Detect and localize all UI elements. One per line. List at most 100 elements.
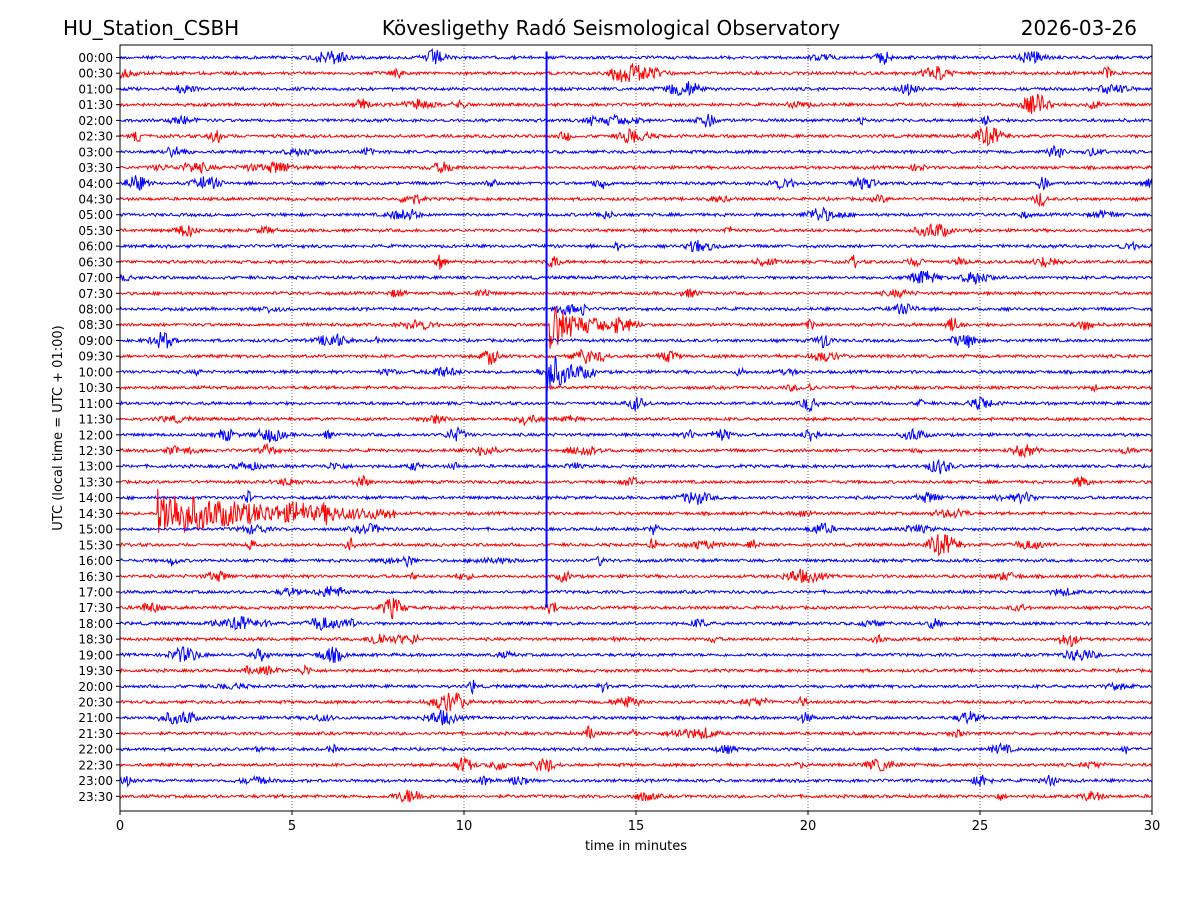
trace-1100 <box>119 396 1153 413</box>
station-name: HU_Station_CSBH <box>63 16 240 40</box>
y-tick-label: 22:30 <box>78 758 113 772</box>
y-tick-label: 21:00 <box>78 711 113 725</box>
trace-2100 <box>119 709 1153 726</box>
y-tick-label: 15:00 <box>78 523 113 537</box>
traces <box>119 47 1153 804</box>
y-tick-label: 12:00 <box>78 428 113 442</box>
trace-1000 <box>119 355 1153 398</box>
trace-0200 <box>119 113 1153 128</box>
trace-2000 <box>119 679 1152 696</box>
trace-1830 <box>119 633 1153 648</box>
y-tick-label: 02:00 <box>78 114 113 128</box>
y-tick-label: 07:30 <box>78 287 113 301</box>
trace-0500 <box>119 206 1153 222</box>
y-tick-label: 05:30 <box>78 224 113 238</box>
x-tick-labels: 0 5 10 15 20 25 30 <box>116 811 1160 834</box>
y-tick-label: 05:00 <box>78 208 113 222</box>
trace-0230 <box>119 126 1153 147</box>
y-tick-label: 06:00 <box>78 240 113 254</box>
x-tick-label: 30 <box>1144 819 1161 834</box>
trace-1600 <box>119 555 1153 569</box>
y-tick-label: 21:30 <box>78 727 113 741</box>
y-tick-label: 20:30 <box>78 696 113 710</box>
trace-0830 <box>119 307 1153 349</box>
x-tick-label: 5 <box>288 819 296 834</box>
trace-2230 <box>119 757 1153 773</box>
y-tick-label: 08:00 <box>78 303 113 317</box>
trace-1900 <box>119 646 1153 663</box>
y-tick-label: 19:00 <box>78 648 113 662</box>
trace-1130 <box>119 414 1153 427</box>
y-tick-label: 15:30 <box>78 538 113 552</box>
chart-date: 2026-03-26 <box>1020 16 1137 40</box>
y-tick-label: 09:00 <box>78 334 113 348</box>
y-tick-label: 11:00 <box>78 397 113 411</box>
y-tick-label: 00:00 <box>78 51 113 65</box>
y-tick-label: 14:00 <box>78 491 113 505</box>
trace-0430 <box>119 193 1153 208</box>
trace-2330 <box>119 789 1153 804</box>
trace-0300 <box>119 144 1153 159</box>
y-tick-label: 14:30 <box>78 507 113 521</box>
y-tick-label: 06:30 <box>78 255 113 269</box>
x-axis-label: time in minutes <box>585 839 687 854</box>
trace-2200 <box>119 741 1153 755</box>
trace-1700 <box>119 585 1153 598</box>
trace-0800 <box>119 303 1153 316</box>
trace-0400 <box>119 175 1153 191</box>
trace-1500 <box>119 522 1153 536</box>
trace-0030 <box>119 63 1153 83</box>
trace-1630 <box>119 568 1153 584</box>
y-tick-label: 18:30 <box>78 633 113 647</box>
y-tick-label: 10:00 <box>78 365 113 379</box>
trace-1930 <box>119 663 1153 676</box>
trace-1800 <box>119 616 1153 632</box>
trace-1300 <box>119 458 1153 475</box>
y-tick-label: 03:00 <box>78 145 113 159</box>
grid-lines <box>291 45 981 811</box>
y-tick-label: 13:00 <box>78 460 113 474</box>
trace-0630 <box>119 254 1153 270</box>
x-tick-label: 10 <box>456 819 473 834</box>
y-tick-label: 22:00 <box>78 743 113 757</box>
trace-0930 <box>119 348 1153 365</box>
trace-0700 <box>119 270 1153 285</box>
trace-1200 <box>119 426 1153 444</box>
y-tick-label: 17:00 <box>78 585 113 599</box>
y-axis-label: UTC (local time = UTC + 01:00) <box>51 325 66 530</box>
y-tick-label: 10:30 <box>78 381 113 395</box>
trace-0900 <box>119 331 1153 349</box>
trace-1430 <box>119 488 1153 533</box>
y-tick-label: 13:30 <box>78 475 113 489</box>
y-tick-label: 01:00 <box>78 82 113 96</box>
trace-0330 <box>119 160 1153 174</box>
y-tick-label: 11:30 <box>78 413 113 427</box>
trace-0730 <box>119 287 1153 300</box>
y-tick-label: 04:00 <box>78 177 113 191</box>
trace-0000 <box>119 47 1153 65</box>
y-tick-label: 07:00 <box>78 271 113 285</box>
y-tick-label: 12:30 <box>78 444 113 458</box>
trace-1400 <box>119 489 1153 505</box>
y-tick-label: 00:30 <box>78 67 113 81</box>
trace-2300 <box>119 774 1153 788</box>
x-tick-label: 0 <box>116 819 124 834</box>
y-tick-label: 23:30 <box>78 790 113 804</box>
chart-title: Kövesligethy Radó Seismological Observat… <box>381 16 841 40</box>
y-tick-label: 18:00 <box>78 617 113 631</box>
trace-2130 <box>119 725 1153 740</box>
trace-1330 <box>120 474 1153 488</box>
trace-0530 <box>119 222 1153 238</box>
x-tick-label: 25 <box>972 819 989 834</box>
trace-0600 <box>119 239 1153 253</box>
x-tick-label: 15 <box>628 819 645 834</box>
y-tick-label: 08:30 <box>78 318 113 332</box>
x-tick-label: 20 <box>800 819 817 834</box>
trace-1030 <box>119 382 1153 393</box>
y-tick-label: 20:00 <box>78 680 113 694</box>
y-tick-label: 04:30 <box>78 192 113 206</box>
trace-1530 <box>119 534 1152 557</box>
